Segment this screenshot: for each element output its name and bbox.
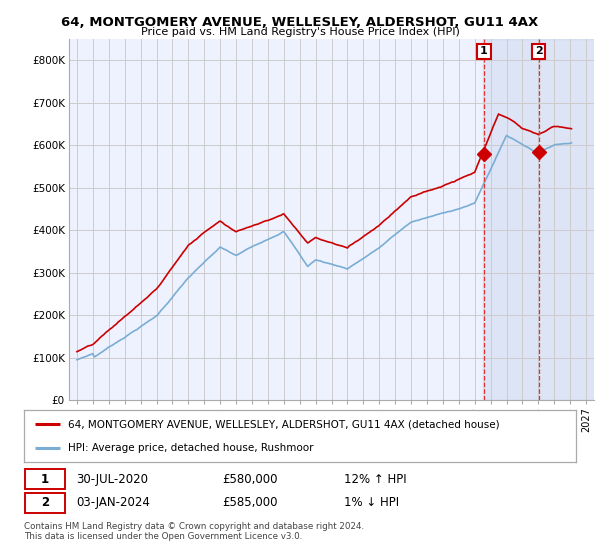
Text: Price paid vs. HM Land Registry's House Price Index (HPI): Price paid vs. HM Land Registry's House … (140, 27, 460, 37)
Bar (482, 39, 594, 400)
Text: 64, MONTGOMERY AVENUE, WELLESLEY, ALDERSHOT, GU11 4AX: 64, MONTGOMERY AVENUE, WELLESLEY, ALDERS… (61, 16, 539, 29)
Text: £580,000: £580,000 (223, 473, 278, 486)
Text: 1: 1 (41, 473, 49, 486)
Text: Contains HM Land Registry data © Crown copyright and database right 2024.
This d: Contains HM Land Registry data © Crown c… (24, 522, 364, 542)
Text: 2: 2 (535, 46, 542, 57)
Text: 30-JUL-2020: 30-JUL-2020 (76, 473, 148, 486)
Text: 1: 1 (480, 46, 488, 57)
Text: 2: 2 (41, 496, 49, 510)
Text: £585,000: £585,000 (223, 496, 278, 510)
Text: 64, MONTGOMERY AVENUE, WELLESLEY, ALDERSHOT, GU11 4AX (detached house): 64, MONTGOMERY AVENUE, WELLESLEY, ALDERS… (68, 419, 500, 430)
Text: HPI: Average price, detached house, Rushmoor: HPI: Average price, detached house, Rush… (68, 443, 314, 453)
FancyBboxPatch shape (25, 493, 65, 513)
Text: 03-JAN-2024: 03-JAN-2024 (76, 496, 151, 510)
Text: 12% ↑ HPI: 12% ↑ HPI (344, 473, 407, 486)
FancyBboxPatch shape (25, 469, 65, 489)
Text: 1% ↓ HPI: 1% ↓ HPI (344, 496, 399, 510)
